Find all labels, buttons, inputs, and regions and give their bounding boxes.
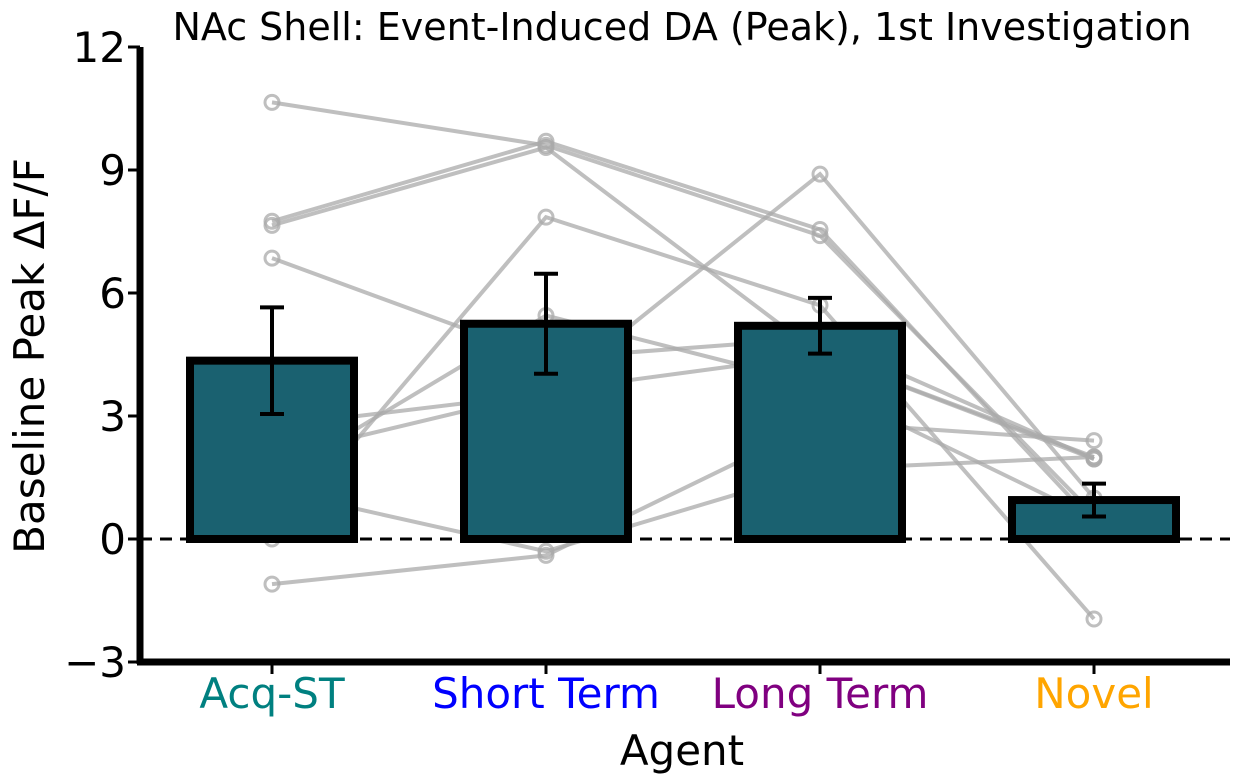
subject-lines-layer	[263, 93, 1103, 628]
x-tick-label-0: Acq-ST	[199, 669, 345, 718]
subject-point-2-0	[263, 216, 281, 234]
x-tick-label-3: Novel	[1034, 669, 1153, 718]
subject-line-1	[271, 139, 1096, 524]
y-tick-label-0: −3	[64, 638, 126, 687]
x-ticks-layer: Acq-ST Short Term Long Term Novel	[199, 662, 1154, 718]
subject-point-3-0	[263, 249, 281, 267]
subject-line-8	[270, 214, 1096, 621]
y-ticks-layer: −3 0 3 6 9 12	[64, 23, 140, 687]
x-tick-label-2: Long Term	[712, 669, 929, 718]
subject-point-7-3	[1085, 448, 1103, 466]
y-axis-label: Baseline Peak ΔF/F	[5, 158, 54, 554]
chart-title: NAc Shell: Event-Induced DA (Peak), 1st …	[172, 5, 1191, 49]
subject-line-0	[271, 100, 1096, 516]
y-tick-label-2: 3	[99, 392, 126, 441]
subject-point-9-0	[263, 575, 281, 593]
y-tick-label-4: 9	[99, 146, 126, 195]
subject-line-5	[271, 352, 1095, 461]
x-axis-label: Agent	[620, 726, 744, 775]
subject-line-7	[271, 455, 1095, 554]
subject-line-6	[270, 313, 1095, 521]
subject-point-9-3	[1085, 432, 1103, 450]
subject-point-2-1	[537, 138, 555, 156]
x-tick-label-1: Short Term	[432, 669, 660, 718]
bar-2	[734, 321, 906, 543]
subject-line-4	[271, 171, 1096, 500]
subject-point-4-2	[811, 165, 829, 183]
y-tick-label-5: 12	[73, 23, 126, 72]
error-bars-layer	[260, 271, 1106, 519]
subject-point-8-3	[1085, 610, 1103, 628]
y-tick-label-1: 0	[99, 515, 126, 564]
subject-point-0-0	[263, 93, 281, 111]
subject-point-8-1	[537, 208, 555, 226]
subject-line-9	[271, 420, 1095, 587]
y-tick-label-3: 6	[99, 269, 126, 318]
subject-point-9-1	[537, 546, 555, 564]
subject-point-1-2	[811, 220, 829, 238]
